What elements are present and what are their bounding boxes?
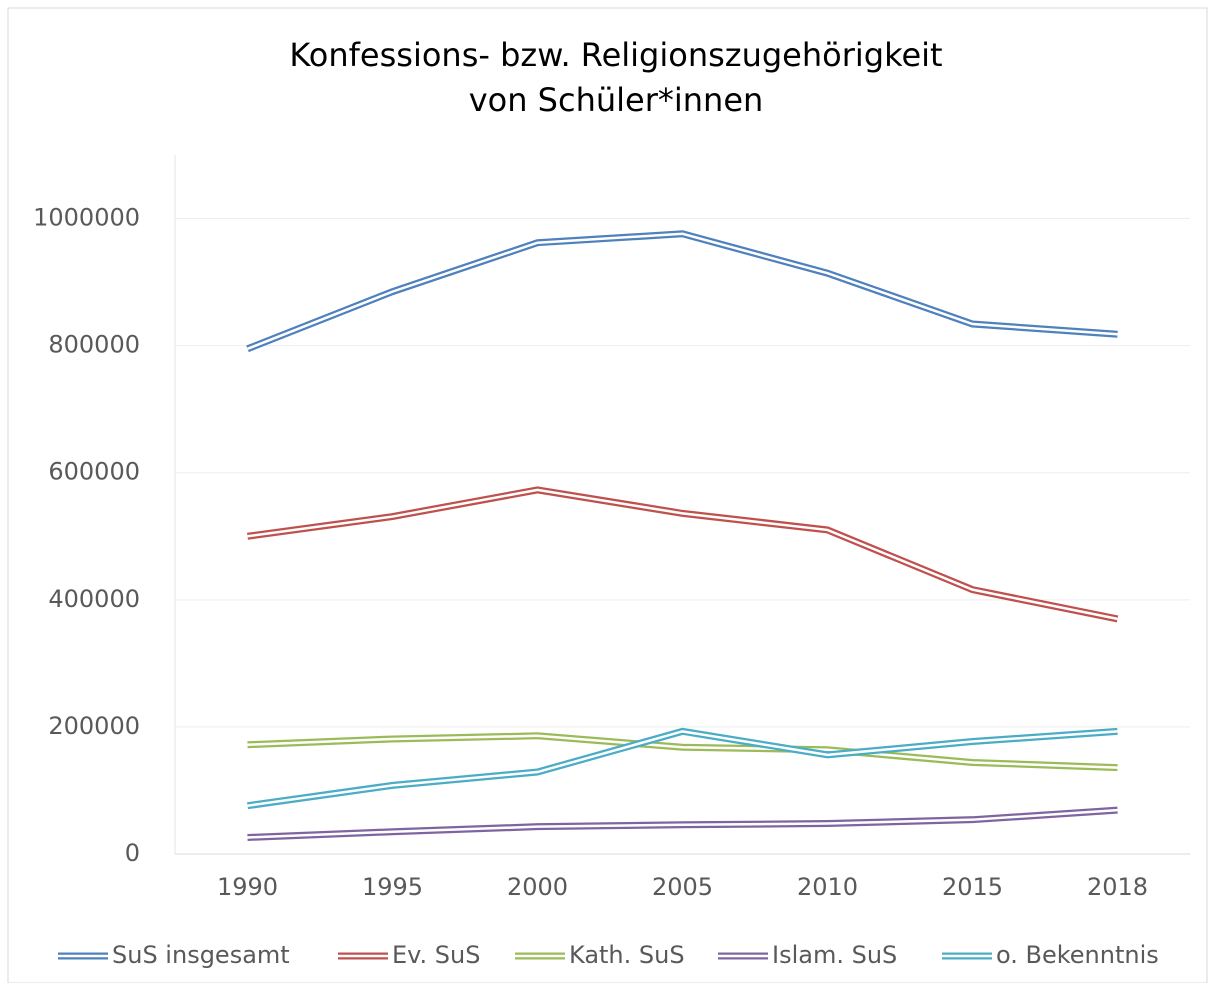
y-tick-label: 200000 [48,712,140,740]
y-tick-label: 800000 [48,331,140,359]
series-line-inner [247,734,1118,769]
y-tick-label: 0 [125,839,140,867]
x-tick-label: 2018 [1087,873,1148,901]
x-tick-label: 1995 [362,873,423,901]
x-tick-label: 2015 [942,873,1003,901]
legend-label: Islam. SuS [772,941,897,969]
legend-label: SuS insgesamt [112,941,290,969]
x-tick-label: 2000 [507,873,568,901]
x-tick-label: 2005 [652,873,713,901]
legend-label: Kath. SuS [569,941,685,969]
legend-label: Ev. SuS [392,941,480,969]
series-line-inner [247,232,1118,350]
chart-title: von Schüler*innen [469,81,764,119]
x-tick-label: 2010 [797,873,858,901]
series-line-inner [247,730,1118,807]
y-tick-label: 1000000 [33,204,140,232]
series-line-inner [247,488,1118,621]
series-line-inner [247,808,1118,839]
x-tick-label: 1990 [217,873,278,901]
y-tick-label: 400000 [48,585,140,613]
y-tick-label: 600000 [48,458,140,486]
legend-label: o. Bekenntnis [996,941,1159,969]
chart-title: Konfessions- bzw. Religionszugehörigkeit [289,36,942,74]
chart-border [7,7,1208,983]
